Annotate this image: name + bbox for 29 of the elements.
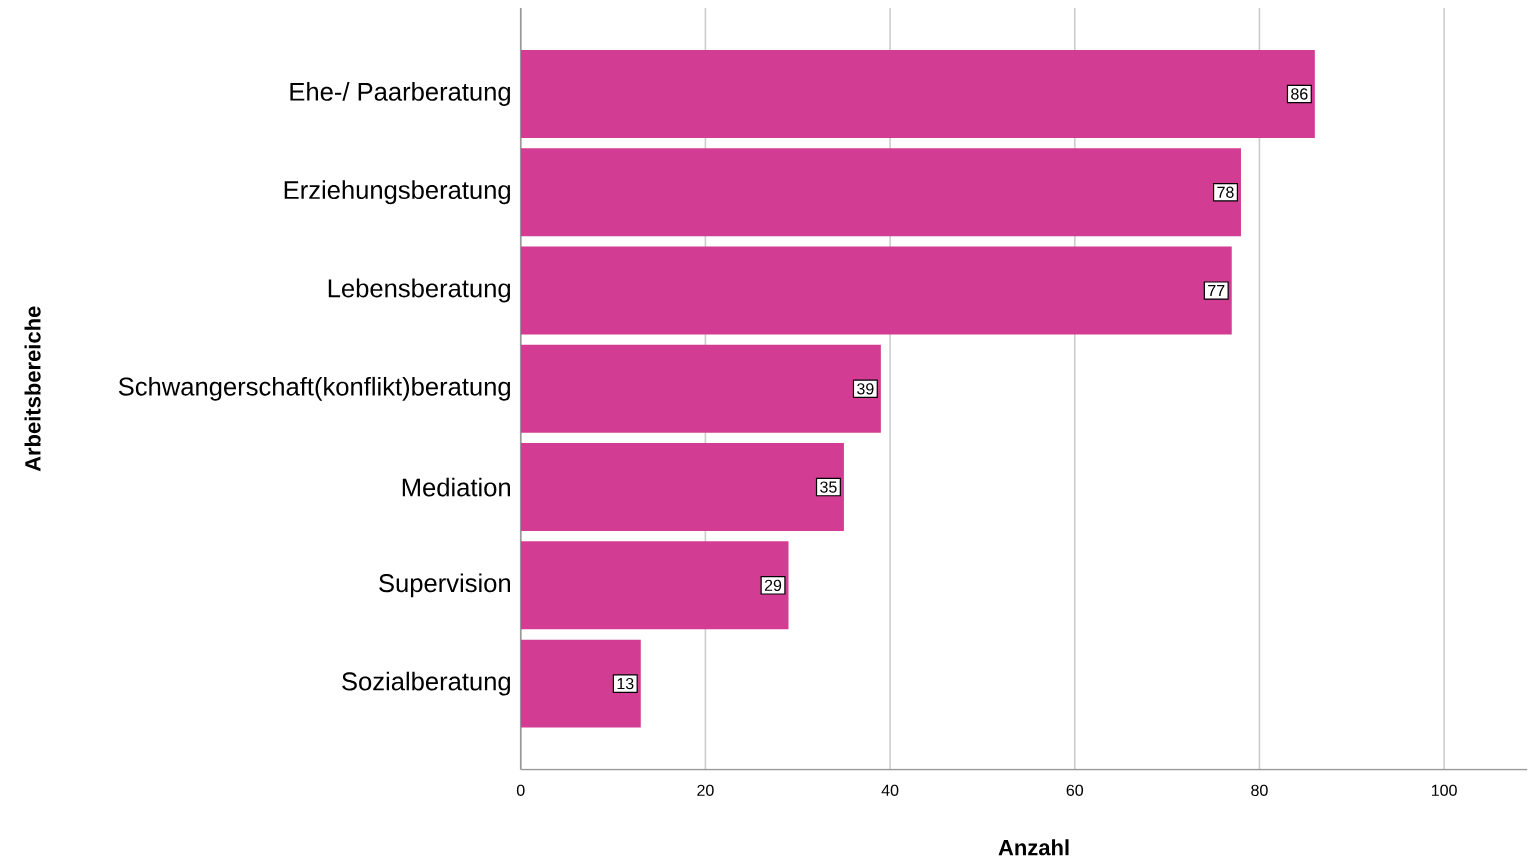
y-tick-label: Lebensberatung [328,278,510,303]
x-axis-title: Anzahl [998,839,1069,856]
x-tick-label: 0 [516,784,525,796]
y-tick-label: Erziehungsberatung [284,180,510,205]
y-tick-label: Mediation [402,477,510,497]
data-label: 86 [1291,88,1308,100]
x-tick-label: 40 [881,784,899,796]
bar [520,443,844,532]
bar [520,639,641,728]
data-label: 35 [820,481,837,493]
y-tick-label: Sozialberatung [342,671,510,696]
bar [520,246,1232,335]
bar [520,541,789,630]
data-label: 29 [764,579,782,592]
bar [520,148,1241,237]
x-tick-label: 100 [1432,784,1457,796]
bar [520,344,881,433]
data-label: 39 [857,383,874,395]
y-axis-title: Arbeitsbereiche [24,306,41,472]
data-label: 77 [1208,285,1225,297]
x-tick-label: 20 [697,784,714,796]
x-tick-label: 60 [1066,784,1084,796]
y-tick-label: Schwangerschaft(konflikt)beratung [118,376,510,401]
x-tick-label: 80 [1251,784,1268,796]
bar [520,50,1315,138]
data-label: 13 [617,677,634,690]
y-tick-label: Supervision [379,573,510,598]
data-label: 78 [1217,186,1234,198]
y-tick-label: Ehe-/ Paarberatung [290,82,510,106]
